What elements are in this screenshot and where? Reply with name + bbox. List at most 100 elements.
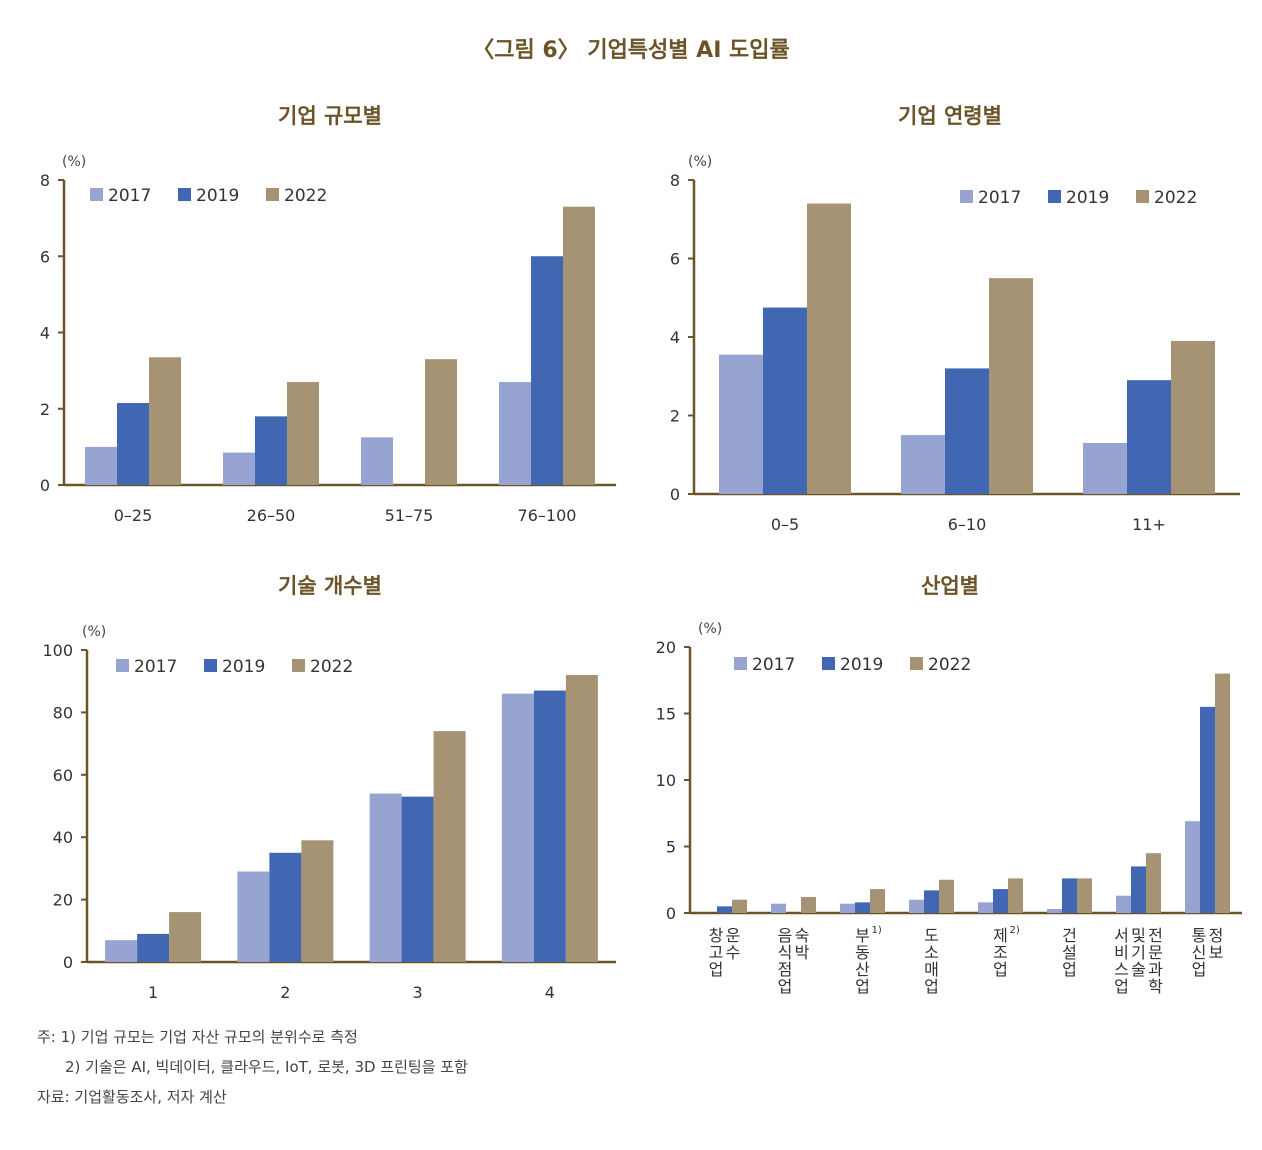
x-tick-label-char: 보 <box>1209 943 1224 962</box>
x-tick-label-char: 기 <box>1131 943 1146 962</box>
bar-2019 <box>531 256 563 485</box>
x-tick-label-char: 조 <box>993 943 1008 962</box>
bar-2017 <box>978 902 993 913</box>
chart-svg-tech-count: (%) 0 20 40 60 80 100 1 2 3 4 2017 2019 2022 <box>42 624 616 1002</box>
y-tick-label: 100 <box>42 641 73 660</box>
x-tick-label-char: 식 <box>778 943 793 962</box>
x-tick-label-char: 업 <box>709 960 724 979</box>
x-tick-label-char: 서 <box>1114 926 1129 945</box>
x-tick-label-char: 업 <box>924 977 939 996</box>
y-tick-label: 5 <box>666 838 676 857</box>
bar-2022 <box>939 879 954 913</box>
bar-2022 <box>433 731 466 962</box>
chart-title: 기술 개수별 <box>278 574 382 598</box>
footnotes: 주: 1) 기업 규모는 기업 자산 규모의 분위수로 측정 2) 기술은 AI… <box>37 1022 468 1112</box>
bar-2019 <box>1062 878 1077 913</box>
bar-2019 <box>855 902 870 913</box>
legend-swatch-2017 <box>734 657 747 670</box>
bar-2019 <box>269 852 302 962</box>
bar-2019 <box>945 368 989 494</box>
x-tick-label-char: 건 <box>1062 926 1077 945</box>
x-tick-label-char: 설 <box>1062 943 1077 962</box>
legend-label-2022: 2022 <box>284 186 327 206</box>
legend-label-2019: 2019 <box>196 186 239 206</box>
legend-label-2017: 2017 <box>134 657 177 677</box>
x-tick-label: 6–10 <box>948 515 987 534</box>
figure-title: 〈그림 6〉 기업특성별 AI 도입률 <box>472 38 790 63</box>
bar-2022 <box>425 359 457 485</box>
legend-label-2022: 2022 <box>1154 188 1197 208</box>
x-tick-label-char: 학 <box>1148 977 1163 996</box>
bar-2022 <box>565 674 598 962</box>
x-tick-label: 0–25 <box>114 506 153 525</box>
legend-swatch-2022 <box>292 659 305 672</box>
bar-2022 <box>563 206 595 485</box>
y-tick-label: 0 <box>666 904 676 923</box>
y-tick-label: 6 <box>40 247 50 266</box>
chart-panel-firm-age: 기업 연령별 (%) 0 2 4 6 8 0–5 6–10 11+ 2017 2019 2022 <box>650 100 1250 540</box>
bar-2019 <box>1200 706 1215 913</box>
bar-2017 <box>1185 821 1200 913</box>
y-unit-label: (%) <box>82 624 106 640</box>
bar-2017 <box>237 871 270 962</box>
x-tick-label-char: 음 <box>778 926 793 945</box>
bar-2022 <box>1171 340 1215 494</box>
x-tick-label-char: 동 <box>855 943 870 962</box>
x-tick-label: 11+ <box>1132 515 1166 534</box>
bar-2022 <box>1146 853 1161 913</box>
legend-label-2017: 2017 <box>108 186 151 206</box>
x-tick-label-char: 문 <box>1148 943 1163 962</box>
y-tick-label: 15 <box>656 705 676 724</box>
x-tick-label-char: 도 <box>924 926 939 945</box>
bar-2019 <box>1127 380 1171 494</box>
x-tick-label: 51–75 <box>385 506 434 525</box>
x-tick-label: 2 <box>280 983 290 1002</box>
x-tick-label: 26–50 <box>247 506 296 525</box>
bar-2017 <box>719 354 763 494</box>
y-unit-label: (%) <box>698 621 722 637</box>
bar-2017 <box>105 940 138 962</box>
x-tick-label-char: 고 <box>709 943 724 962</box>
chart-title: 기업 연령별 <box>898 104 1002 128</box>
x-tick-label-char: 비 <box>1114 943 1129 962</box>
bar-2022 <box>301 840 334 962</box>
legend-label-2019: 2019 <box>840 655 883 675</box>
footnote-2: 2) 기술은 AI, 빅데이터, 클라우드, IoT, 로봇, 3D 프린팅을 … <box>65 1058 468 1076</box>
x-tick-label-char: 술 <box>1131 960 1146 979</box>
legend-swatch-2019 <box>1048 190 1061 203</box>
legend-swatch-2017 <box>960 190 973 203</box>
bar-2017 <box>223 452 255 485</box>
legend-swatch-2022 <box>910 657 923 670</box>
x-tick-label-char: 제 <box>993 926 1008 945</box>
bar-2017 <box>840 903 855 913</box>
bar-2022 <box>807 203 851 495</box>
bar-2019 <box>924 890 939 913</box>
bar-2017 <box>499 382 531 485</box>
bar-2019 <box>117 403 149 485</box>
bar-2019 <box>993 889 1008 913</box>
y-tick-label: 0 <box>40 476 50 495</box>
y-tick-label: 60 <box>53 766 73 785</box>
x-tick-label-char: 점 <box>778 960 793 979</box>
x-tick-label-char: 숙 <box>795 926 810 945</box>
chart-panel-tech-count: 기술 개수별 (%) 0 20 40 60 80 100 1 2 3 4 2017 2019 2022 <box>30 570 630 1010</box>
legend-label-2022: 2022 <box>310 657 353 677</box>
chart-panel-firm-size: 기업 규모별 (%) 0 2 4 6 8 0–25 26–50 51–75 76–100 2017 2… <box>30 100 630 540</box>
chart-panel-industry: 산업별 (%) 0 5 10 15 20 창 고 업 운 수 음 식 점 업 숙 박 부 동 산 업 1) 도 소 매 업 제 조 업 2… <box>650 570 1250 1010</box>
bar-2017 <box>771 903 786 913</box>
x-tick-label-char: 창 <box>709 926 724 945</box>
footnote-1: 주: 1) 기업 규모는 기업 자산 규모의 분위수로 측정 <box>37 1028 358 1046</box>
bar-2017 <box>1083 442 1127 494</box>
y-tick-label: 10 <box>656 771 676 790</box>
bar-2017 <box>501 693 534 962</box>
legend-swatch-2022 <box>266 188 279 201</box>
y-tick-label: 0 <box>63 953 73 972</box>
bar-2022 <box>149 357 181 485</box>
bar-2019 <box>255 416 287 485</box>
bar-2022 <box>989 278 1033 494</box>
x-tick-label-char: 정 <box>1209 926 1224 945</box>
legend-swatch-2017 <box>90 188 103 201</box>
chart-svg-firm-age: (%) 0 2 4 6 8 0–5 6–10 11+ 2017 2019 2022 <box>670 154 1240 534</box>
x-tick-label-char: 박 <box>795 943 810 962</box>
